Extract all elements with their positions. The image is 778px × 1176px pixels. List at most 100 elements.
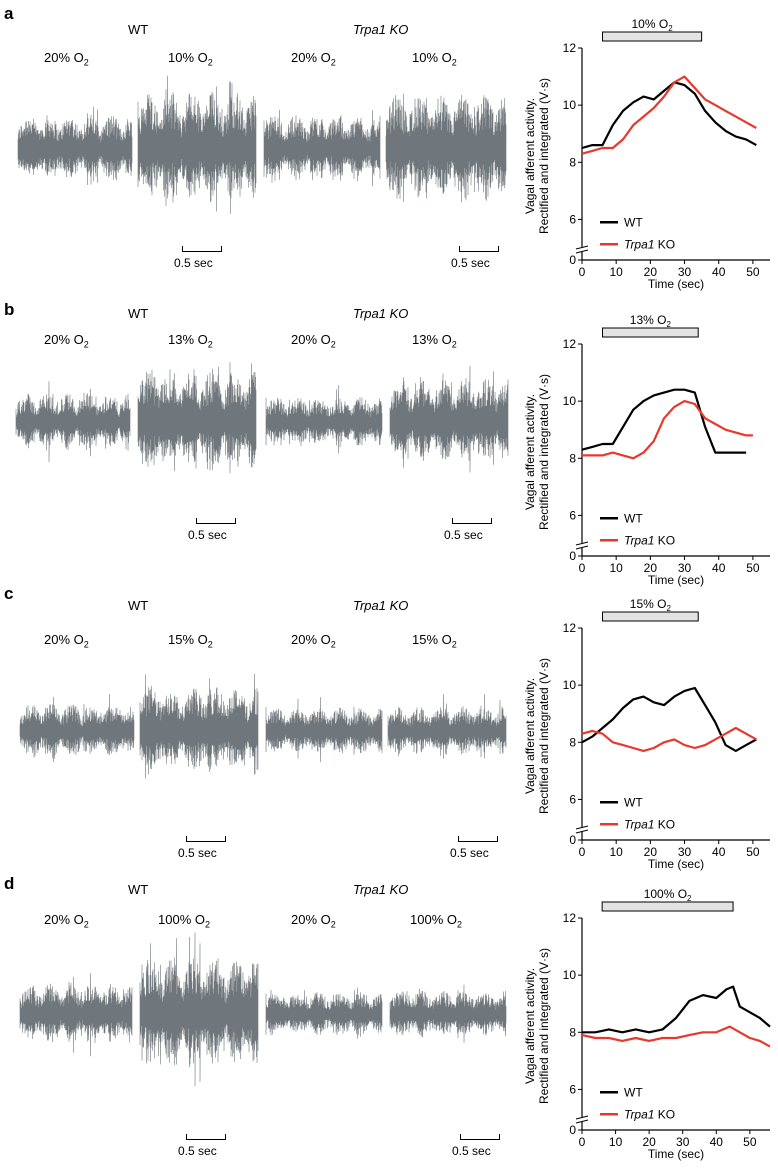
trace-waveform [139, 673, 259, 779]
y-tick-label: 0 [569, 1123, 576, 1137]
trace-waveform [265, 987, 383, 1039]
axis-break [576, 1117, 588, 1122]
panel-label: a [4, 4, 14, 23]
y-axis-label: Vagal afferent activity. [523, 968, 537, 1084]
y-tick-label: 0 [569, 833, 576, 847]
panel-label: d [4, 874, 15, 893]
group-label-ko: Trpa1 KO [353, 306, 409, 321]
axis-break-mark [575, 1115, 589, 1120]
x-tick-label: 50 [746, 845, 760, 859]
panel-label: b [4, 300, 15, 319]
y-tick-label: 10 [563, 678, 577, 692]
nerve-trace [137, 362, 257, 474]
stimulus-label: 10% O2 [632, 17, 674, 33]
x-tick-label: 40 [710, 1135, 724, 1149]
axis-break-mark [575, 545, 589, 550]
axis-break [576, 543, 588, 548]
nerve-trace [389, 365, 509, 473]
stimulus-label: 100% O2 [644, 887, 692, 903]
x-tick-label: 30 [678, 561, 692, 575]
y-tick-label: 10 [563, 394, 577, 408]
y-tick-label: 8 [569, 1025, 576, 1039]
y-tick-label: 0 [569, 253, 576, 267]
trace-waveform [139, 932, 259, 1087]
y-tick-label: 6 [569, 792, 576, 806]
trace-waveform [389, 984, 507, 1043]
line-graph: 13% O2 6 8 10 12 00 10 20 30 40 50 Time (sec) Vagal … [523, 313, 770, 587]
y-tick-label: 8 [569, 155, 576, 169]
series-line-wt [582, 985, 771, 1034]
y-tick-label: 0 [569, 549, 576, 563]
y-tick-label: 12 [563, 911, 577, 925]
y-tick-label: 6 [569, 212, 576, 226]
nerve-trace [265, 987, 383, 1039]
group-label-wt: WT [128, 22, 149, 37]
y-tick-label: 12 [563, 41, 577, 55]
x-tick-label: 10 [610, 265, 624, 279]
series-line-ko [581, 1025, 771, 1048]
axis-break-mark [575, 249, 589, 254]
y-tick-label: 8 [569, 735, 576, 749]
group-label-wt: WT [128, 598, 149, 613]
stimulus-bar [601, 901, 734, 912]
condition-label: 15% O2 [412, 632, 457, 650]
y-axis-label: Rectified and integrated (V·s) [537, 78, 551, 234]
group-label-wt: WT [128, 306, 149, 321]
group-label-wt: WT [128, 882, 149, 897]
condition-label: 100% O2 [410, 912, 462, 930]
nerve-trace [139, 932, 259, 1087]
series-line-wt [581, 388, 747, 454]
trace-waveform [265, 385, 383, 454]
stimulus-bar [602, 611, 699, 622]
x-tick-label: 0 [579, 561, 586, 575]
legend-label: Trpa1 KO [624, 237, 675, 251]
y-tick-label: 6 [569, 508, 576, 522]
y-tick-label: 8 [569, 451, 576, 465]
trace-waveform [17, 106, 133, 186]
stimulus-label: 13% O2 [630, 313, 672, 329]
legend-label: WT [624, 215, 643, 229]
nerve-trace [389, 984, 507, 1043]
y-tick-label: 6 [569, 1082, 576, 1096]
x-tick-label: 20 [644, 561, 658, 575]
axis-break-mark [575, 541, 589, 546]
trace-waveform [137, 75, 257, 214]
y-tick-label: 10 [563, 98, 577, 112]
condition-label: 20% O2 [291, 50, 336, 68]
x-tick-label: 0 [579, 265, 586, 279]
line-graph: 10% O2 6 8 10 12 00 10 20 30 40 50 Time (sec) Vagal … [523, 17, 770, 291]
y-tick-label: 12 [563, 621, 577, 635]
trace-waveform [387, 694, 507, 759]
x-axis-label: Time (sec) [648, 857, 704, 871]
condition-label: 20% O2 [44, 50, 89, 68]
legend-label: WT [624, 795, 643, 809]
panel-d: d WT Trpa1 KO 20% O2 100% O2 20% O2 100%… [0, 870, 778, 1164]
condition-label: 20% O2 [44, 912, 89, 930]
group-label-ko: Trpa1 KO [353, 22, 409, 37]
y-axis-label: Rectified and integrated (V·s) [537, 948, 551, 1104]
legend-label: Trpa1 KO [624, 817, 675, 831]
series-line-wt [581, 686, 757, 752]
x-tick-label: 20 [642, 1135, 656, 1149]
y-axis-label: Rectified and integrated (V·s) [537, 658, 551, 814]
axis-break-mark [575, 1119, 589, 1124]
trace-waveform [385, 93, 507, 203]
nerve-trace [265, 697, 383, 763]
condition-label: 100% O2 [158, 912, 210, 930]
condition-label: 20% O2 [291, 332, 336, 350]
condition-label: 20% O2 [291, 632, 336, 650]
axis-break-mark [575, 829, 589, 834]
legend-label: Trpa1 KO [624, 533, 675, 547]
trace-waveform [265, 697, 383, 763]
nerve-trace [17, 106, 133, 186]
y-axis-label: Rectified and integrated (V·s) [537, 374, 551, 530]
y-tick-label: 10 [563, 968, 577, 982]
x-tick-label: 50 [746, 265, 760, 279]
panel-c: c WT Trpa1 KO 20% O2 15% O2 20% O2 15% O… [0, 580, 778, 874]
x-axis-label: Time (sec) [648, 277, 704, 291]
x-tick-label: 10 [610, 845, 624, 859]
condition-label: 13% O2 [168, 332, 213, 350]
condition-label: 20% O2 [291, 912, 336, 930]
condition-label: 10% O2 [168, 50, 213, 68]
nerve-trace [385, 93, 507, 203]
